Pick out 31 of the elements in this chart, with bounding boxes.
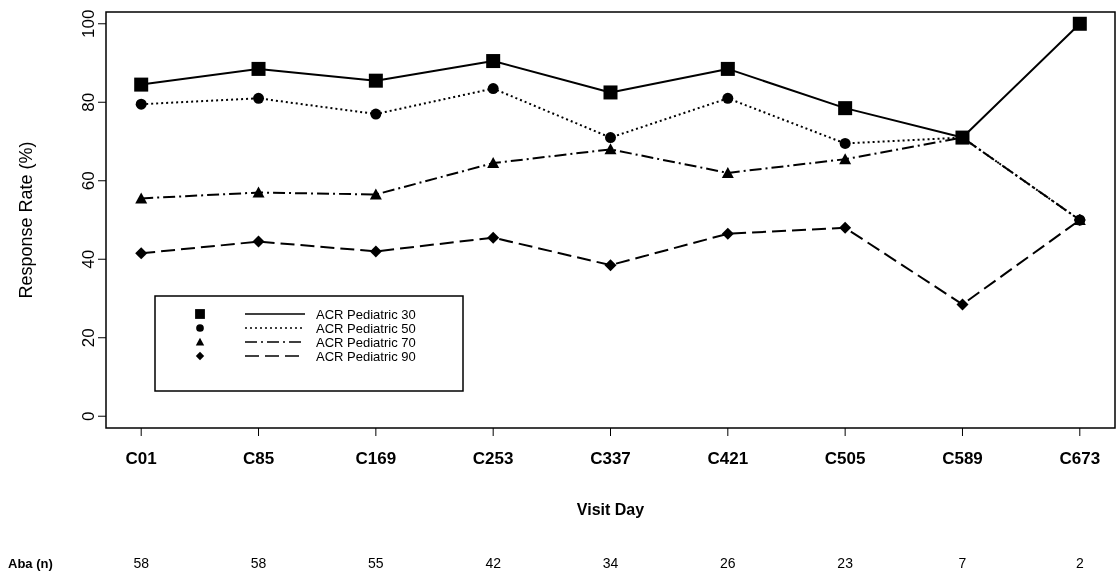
- x-tick-label: C589: [942, 449, 983, 468]
- text: 42: [485, 555, 502, 571]
- legend-label: ACR Pediatric 90: [316, 349, 416, 364]
- text: 2: [1075, 555, 1084, 571]
- text: 55: [368, 555, 384, 571]
- text: Aba (n): [8, 556, 53, 571]
- y-axis-title: Response Rate (%): [16, 141, 36, 299]
- x-tick-label: C01: [125, 449, 157, 468]
- x-axis-title: Visit Day: [576, 501, 645, 518]
- y-tick-label: 20: [79, 328, 98, 348]
- legend-label: ACR Pediatric 70: [316, 335, 416, 350]
- y-tick-label: 100: [79, 9, 98, 38]
- text: 58: [250, 555, 267, 571]
- legend-label: ACR Pediatric 30: [316, 307, 416, 322]
- x-tick-label: C421: [707, 449, 749, 468]
- legend-label: ACR Pediatric 50: [316, 321, 416, 336]
- text: 34: [602, 555, 619, 571]
- y-tick-label: 40: [79, 249, 98, 269]
- y-tick-label: 60: [79, 171, 98, 191]
- text: 23: [837, 555, 854, 571]
- y-tick-label: 80: [79, 92, 98, 112]
- y-tick-label: 0: [79, 411, 98, 421]
- text: 7: [958, 555, 967, 571]
- x-tick-label: C337: [590, 449, 631, 468]
- x-tick-label: C253: [472, 449, 514, 468]
- x-tick-label: C673: [1059, 449, 1101, 468]
- x-tick-label: C169: [355, 449, 397, 468]
- x-tick-label: C505: [824, 449, 866, 468]
- text: 58: [133, 555, 150, 571]
- x-tick-label: C85: [242, 449, 275, 468]
- text: 26: [720, 555, 736, 571]
